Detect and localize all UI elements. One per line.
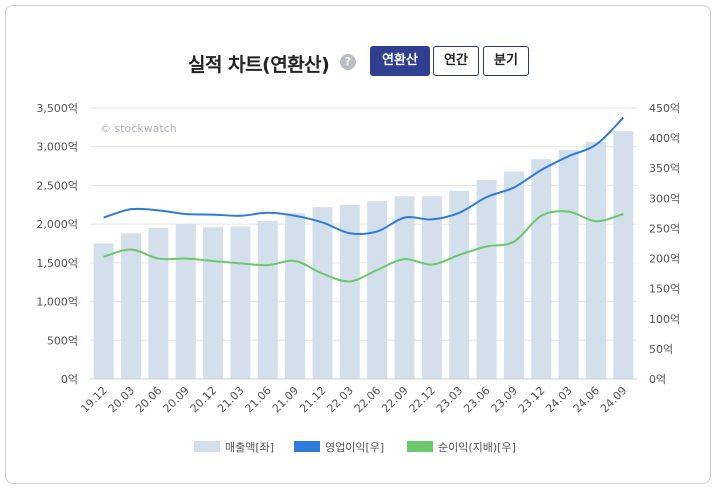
legend-operating-profit-swatch — [294, 441, 320, 452]
left-tick-label: 2,500억 — [36, 179, 78, 192]
left-tick-label: 500억 — [47, 334, 78, 347]
left-tick-label: 3,500억 — [36, 102, 78, 115]
x-tick-label: 21.12 — [297, 384, 328, 415]
right-tick-label: 0억 — [649, 373, 666, 386]
x-tick-label: 23.03 — [434, 384, 465, 415]
x-tick-label: 21.06 — [242, 384, 273, 415]
x-tick-label: 20.06 — [133, 384, 164, 415]
x-tick-label: 22.12 — [407, 384, 438, 415]
legend-operating-profit: 영업이익[우] — [294, 441, 384, 454]
revenue-bar — [93, 243, 114, 379]
x-tick-label: 24.09 — [598, 384, 629, 415]
legend-operating-profit-label: 영업이익[우] — [325, 441, 384, 454]
x-tick-label: 20.03 — [106, 384, 137, 415]
revenue-bar — [175, 224, 196, 379]
tab-quarterly[interactable]: 분기 — [483, 46, 529, 76]
revenue-bar — [531, 159, 552, 379]
right-tick-label: 100억 — [649, 313, 680, 326]
tab-annual[interactable]: 연간 — [433, 46, 479, 76]
legend-net-income-swatch — [407, 441, 433, 452]
x-tick-label: 22.09 — [379, 384, 410, 415]
right-tick-label: 400억 — [649, 132, 680, 145]
net-income-line — [103, 210, 624, 283]
revenue-bar — [585, 142, 606, 379]
revenue-bar — [394, 196, 415, 379]
x-tick-label: 21.09 — [270, 384, 301, 415]
left-tick-label: 2,000억 — [36, 218, 78, 231]
legend-net-income-label: 순이익(지배)[우] — [438, 441, 516, 454]
revenue-bar — [285, 213, 306, 379]
revenue-bar — [230, 226, 251, 379]
revenue-bar — [148, 228, 169, 379]
revenue-bar — [503, 171, 524, 379]
watermark: © stockwatch — [100, 122, 177, 135]
right-tick-label: 200억 — [649, 253, 680, 266]
x-tick-label: 23.12 — [516, 384, 547, 415]
chart-header: 실적 차트(연환산) ? 연환산 연간 분기 — [0, 44, 718, 80]
legend-revenue-label: 매출액[좌] — [225, 441, 274, 454]
revenue-bar — [257, 221, 278, 379]
legend-net-income: 순이익(지배)[우] — [407, 441, 516, 454]
x-tick-label: 19.12 — [78, 384, 109, 415]
x-tick-label: 22.03 — [324, 384, 355, 415]
x-tick-label: 24.06 — [571, 384, 602, 415]
operating-profit-line — [103, 116, 625, 236]
right-tick-label: 300억 — [649, 192, 680, 205]
left-tick-label: 0억 — [61, 373, 78, 386]
revenue-bar — [421, 196, 442, 379]
left-tick-label: 1,500억 — [36, 257, 78, 270]
revenue-bar — [476, 180, 497, 379]
right-tick-label: 250억 — [649, 222, 680, 235]
x-tick-label: 23.09 — [489, 384, 520, 415]
help-icon[interactable]: ? — [340, 54, 356, 70]
x-tick-label: 20.09 — [160, 384, 191, 415]
right-tick-label: 50억 — [649, 343, 673, 356]
revenue-bar — [339, 204, 360, 379]
right-tick-label: 150억 — [649, 283, 680, 296]
legend-revenue-swatch — [194, 441, 220, 452]
revenue-bar — [558, 149, 579, 379]
x-tick-label: 24.03 — [543, 384, 574, 415]
left-tick-label: 3,000억 — [36, 141, 78, 154]
revenue-bar — [367, 200, 388, 379]
revenue-bar — [449, 190, 470, 379]
legend-revenue: 매출액[좌] — [194, 441, 274, 454]
left-tick-label: 1,000억 — [36, 296, 78, 309]
tab-annualized[interactable]: 연환산 — [370, 46, 430, 76]
x-tick-label: 23.06 — [461, 384, 492, 415]
revenue-bar — [312, 207, 333, 379]
revenue-bar — [121, 233, 142, 379]
right-tick-label: 450억 — [649, 102, 680, 115]
right-tick-label: 350억 — [649, 162, 680, 175]
x-tick-label: 22.06 — [352, 384, 383, 415]
revenue-bar — [613, 131, 634, 379]
revenue-bar — [203, 227, 224, 379]
x-tick-label: 20.12 — [188, 384, 219, 415]
chart-title: 실적 차트(연환산) — [188, 54, 330, 76]
x-tick-label: 21.03 — [215, 384, 246, 415]
